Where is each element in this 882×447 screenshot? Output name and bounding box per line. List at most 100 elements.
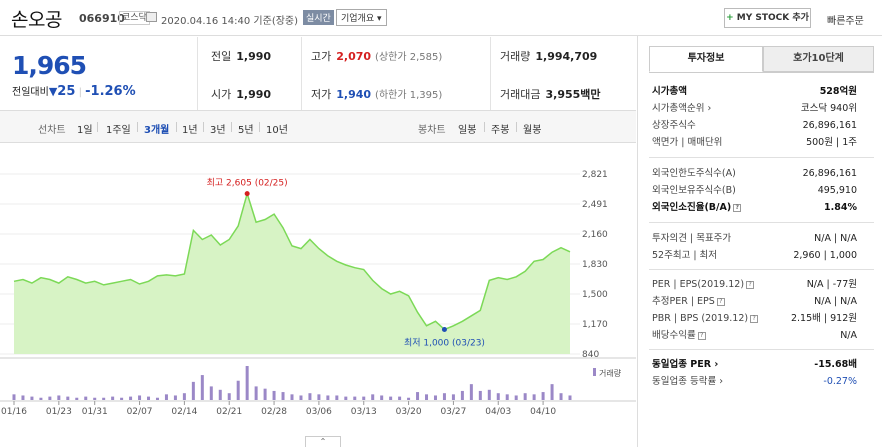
- stock-header: 손오공 066910 코스닥 2020.04.16 14:40 기준(장중) 실…: [0, 0, 882, 36]
- volume-bar: [371, 394, 375, 400]
- volume-bar: [398, 396, 402, 400]
- volume-bar: [407, 397, 411, 400]
- tab-5y[interactable]: 5년: [238, 125, 254, 136]
- pbr-row: PBR | BPS (2019.12)? 2.15배 | 912원: [652, 313, 857, 324]
- volume-bar: [30, 396, 34, 400]
- current-price: 1,965: [12, 51, 87, 80]
- volume-bar: [362, 396, 366, 400]
- info-icon: ?: [750, 314, 759, 323]
- volume-bar: [505, 394, 509, 400]
- calendar-icon: [146, 12, 157, 22]
- volume-bar: [84, 396, 88, 400]
- tab-1d[interactable]: 1일: [77, 125, 93, 136]
- industry-rate-row: 동일업종 등락률 › -0.27%: [652, 376, 857, 387]
- volume-bar: [120, 397, 124, 400]
- y-tick-label: 1,500: [582, 290, 608, 300]
- low-price: 저가 1,940 (하한가 1,395): [311, 88, 443, 101]
- foreign-limit-row: 외국인한도주식수(A) 26,896,161: [652, 168, 857, 179]
- x-tick-label: 01/16: [1, 407, 27, 417]
- tab-1w[interactable]: 1주일: [106, 125, 131, 136]
- volume-bar: [487, 389, 491, 400]
- info-icon: ?: [697, 331, 706, 340]
- volume-bar: [129, 396, 133, 400]
- corp-overview-dropdown[interactable]: 기업개요 ▾: [336, 9, 387, 26]
- x-tick-label: 03/13: [351, 407, 377, 417]
- volume-bar: [299, 395, 303, 400]
- collapse-toggle[interactable]: ⌃: [305, 436, 341, 447]
- info-icon: ?: [733, 203, 742, 212]
- volume-bar: [380, 395, 384, 400]
- volume-bar: [290, 394, 294, 400]
- y-tick-label: 2,491: [582, 200, 608, 210]
- volume-bar: [308, 393, 312, 400]
- volume-bar: [164, 394, 168, 400]
- volume-bar: [39, 397, 43, 400]
- x-tick-label: 02/14: [171, 407, 197, 417]
- per-row: PER | EPS(2019.12)? N/A | -77원: [652, 279, 857, 290]
- shares-row: 상장주식수 26,896,161: [652, 120, 857, 131]
- tab-daily[interactable]: 일봉: [458, 125, 477, 136]
- est-per-row: 추정PER | EPS? N/A | N/A: [652, 296, 857, 307]
- x-tick-label: 04/10: [530, 407, 556, 417]
- foreign-ratio-row: 외국인소진율(B/A)? 1.84%: [652, 202, 857, 213]
- min-point: [441, 326, 447, 332]
- volume-bar: [236, 380, 240, 400]
- tab-3y[interactable]: 3년: [210, 125, 226, 136]
- timestamp: 2020.04.16 14:40 기준(장중): [161, 16, 299, 27]
- volume-bar: [281, 392, 285, 400]
- opinion-row: 투자의견 | 목표주가 N/A | N/A: [652, 233, 857, 244]
- tab-10y[interactable]: 10년: [266, 125, 288, 136]
- volume-bar: [173, 395, 177, 400]
- volume-bar: [433, 395, 437, 400]
- volume-bar: [532, 394, 536, 400]
- volume-bar: [245, 366, 249, 400]
- volume-bar: [559, 393, 563, 400]
- tab-investment-info[interactable]: 투자정보: [649, 46, 763, 72]
- volume-bar: [550, 384, 554, 400]
- min-label: 최저 1,000 (03/23): [404, 337, 485, 348]
- price-chart: 2,821 2,491 2,160 1,830 1,500 1,170 840 최고 2,6…: [0, 170, 636, 417]
- tab-monthly[interactable]: 월봉: [523, 125, 542, 136]
- price-change: 전일대비▼25 | -1.26%: [12, 84, 136, 99]
- tab-order-book[interactable]: 호가10단계: [763, 46, 874, 72]
- volume-bar: [344, 396, 348, 400]
- volume-bar: [155, 397, 159, 400]
- x-tick-label: 03/06: [306, 407, 332, 417]
- volume-legend-label: 거래량: [599, 368, 622, 378]
- info-icon: ?: [716, 297, 725, 306]
- quick-order-button[interactable]: 빠른주문: [827, 16, 864, 27]
- volume-bar: [326, 395, 330, 400]
- foreign-hold-row: 외국인보유주식수(B) 495,910: [652, 185, 857, 196]
- volume-bar: [451, 394, 455, 400]
- volume-bar: [57, 395, 61, 400]
- volume-bar: [478, 390, 482, 400]
- x-tick-label: 02/28: [261, 407, 287, 417]
- volume-bar: [442, 393, 446, 400]
- volume-bar: [147, 396, 151, 400]
- realtime-badge[interactable]: 실시간: [303, 10, 334, 25]
- mystock-add-button[interactable]: + MY STOCK 추가: [724, 8, 811, 28]
- tab-3m[interactable]: 3개월: [144, 125, 170, 136]
- stock-code: 066910: [79, 12, 125, 25]
- y-tick-label: 840: [582, 350, 599, 360]
- volume-bar: [12, 394, 16, 400]
- par-row: 액면가 | 매매단위 500원 | 1주: [652, 137, 857, 148]
- prev-close: 전일 1,990: [211, 50, 272, 63]
- industry-per-row: 동일업종 PER › -15.68배: [652, 359, 857, 370]
- info-icon: ?: [746, 280, 755, 289]
- candle-chart-label: 봉차트: [418, 125, 446, 136]
- stock-name: 손오공: [11, 9, 62, 31]
- x-tick-label: 02/21: [216, 407, 242, 417]
- volume-bar: [272, 390, 276, 400]
- max-label: 최고 2,605 (02/25): [207, 178, 288, 189]
- chart-tabs: 선차트 1일 1주일 3개월 1년 3년 5년 10년 봉차트 일봉 주봉 월봉: [0, 111, 636, 143]
- tab-1y[interactable]: 1년: [182, 125, 198, 136]
- x-tick-label: 03/27: [440, 407, 466, 417]
- volume-bar: [568, 395, 572, 400]
- volume-bar: [496, 393, 500, 400]
- volume-bar: [66, 396, 70, 400]
- tab-weekly[interactable]: 주봉: [491, 125, 510, 136]
- volume-bar: [541, 392, 545, 400]
- volume-bar: [182, 393, 186, 400]
- line-chart-label: 선차트: [38, 125, 66, 136]
